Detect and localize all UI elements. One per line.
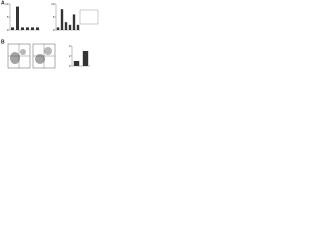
bar [31,27,34,30]
panel-label: A [1,0,5,6]
y-tick-label: 0 [7,28,9,32]
figure: A B 0 5 10 0 5 10 0 2 4 [1,0,99,69]
bar [82,51,89,66]
flow-plot [7,43,31,69]
bar [56,27,60,30]
bar [64,22,68,30]
y-tick-label: 0 [53,28,55,32]
bar [21,27,24,30]
y-tick-label: 10 [51,2,55,6]
bar [68,24,72,30]
bar [11,27,14,30]
y-tick-label: 5 [7,15,9,19]
bar [26,27,29,30]
bar [36,27,39,30]
legend-box [79,9,99,25]
panel-label: B [1,39,5,45]
bar [73,61,80,66]
y-tick-label: 0 [69,64,71,68]
y-tick-label: 4 [69,44,71,48]
y-tick-label: 5 [53,15,55,19]
bar [16,6,19,30]
bar [76,24,80,30]
y-tick-label: 2 [69,54,71,58]
bar [60,9,64,30]
y-tick-label: 10 [5,2,9,6]
bar [72,14,76,30]
flow-plot [32,43,56,69]
